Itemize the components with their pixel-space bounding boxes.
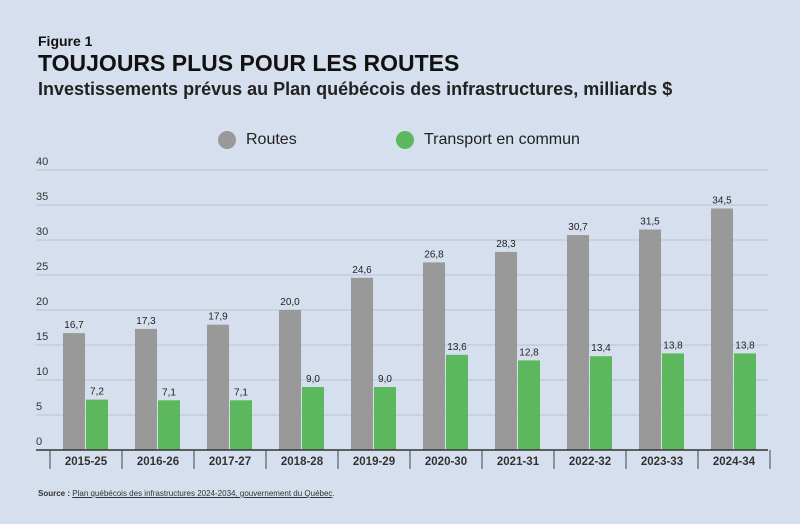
x-tick-label: 2016-26 (137, 456, 179, 468)
legend-swatch-routes (218, 131, 236, 149)
x-tick-label: 2019-29 (353, 456, 395, 468)
data-label: 7,1 (234, 387, 248, 398)
x-tick-label: 2022-32 (569, 456, 611, 468)
legend-label-transport: Transport en commun (424, 131, 580, 148)
data-label: 12,8 (519, 347, 539, 358)
bar-routes (711, 208, 733, 450)
y-tick-label: 20 (36, 296, 48, 308)
bar-routes (495, 251, 517, 450)
legend-swatch-transport (396, 131, 414, 149)
x-tick-label: 2021-31 (497, 456, 540, 468)
data-label: 9,0 (306, 374, 320, 385)
figure-label: Figure 1 (38, 33, 93, 49)
bar-transport (230, 400, 252, 450)
y-tick-label: 0 (36, 436, 42, 448)
bar-routes (135, 328, 157, 450)
bar-transport (86, 399, 108, 450)
y-tick-label: 35 (36, 191, 48, 203)
data-label: 31,5 (640, 217, 660, 228)
data-label: 7,2 (90, 387, 104, 398)
y-tick-label: 5 (36, 401, 42, 413)
legend-transport: Transport en commun (396, 131, 580, 149)
legend-routes: Routes (218, 131, 297, 149)
y-tick-label: 10 (36, 366, 48, 378)
data-label: 26,8 (424, 249, 444, 260)
x-tick-label: 2023-33 (641, 456, 683, 468)
bar-transport (662, 353, 684, 450)
x-tick-label: 2024-34 (713, 456, 756, 468)
data-label: 30,7 (568, 222, 588, 233)
data-label: 13,6 (447, 342, 467, 353)
data-label: 20,0 (280, 297, 300, 308)
legend-label-routes: Routes (246, 131, 297, 148)
bar-transport (374, 387, 396, 450)
data-label: 34,5 (712, 196, 732, 207)
bar-routes (351, 277, 373, 450)
chart-title: TOUJOURS PLUS POUR LES ROUTES (38, 50, 460, 76)
data-label: 28,3 (496, 239, 516, 250)
data-label: 13,4 (591, 343, 611, 354)
data-label: 9,0 (378, 374, 392, 385)
x-tick-label: 2020-30 (425, 456, 467, 468)
bar-routes (639, 229, 661, 450)
bar-transport (734, 353, 756, 450)
x-tick-label: 2015-25 (65, 456, 108, 468)
data-label: 13,8 (663, 340, 683, 351)
y-tick-label: 40 (36, 156, 48, 168)
y-tick-label: 25 (36, 261, 48, 273)
y-tick-label: 15 (36, 331, 48, 343)
data-label: 13,8 (735, 340, 755, 351)
x-tick-label: 2018-28 (281, 456, 324, 468)
bar-transport (302, 387, 324, 450)
source-note: Source : Plan québécois des infrastructu… (38, 489, 335, 498)
x-tick-label: 2017-27 (209, 456, 251, 468)
data-label: 16,7 (64, 320, 84, 331)
data-label: 17,9 (208, 312, 228, 323)
source-label: Source : (38, 489, 71, 498)
bar-routes (63, 333, 85, 450)
bar-routes (207, 324, 229, 450)
bar-transport (518, 360, 540, 450)
data-label: 7,1 (162, 387, 176, 398)
bar-routes (423, 262, 445, 450)
bar-routes (567, 235, 589, 450)
source-link[interactable]: Plan québécois des infrastructures 2024-… (72, 489, 333, 498)
data-label: 17,3 (136, 316, 156, 327)
bar-transport (590, 356, 612, 450)
y-tick-label: 30 (36, 226, 48, 238)
data-label: 24,6 (352, 265, 372, 276)
bar-transport (446, 354, 468, 450)
chart-subtitle: Investissements prévus au Plan québécois… (38, 79, 673, 99)
bar-transport (158, 400, 180, 450)
bar-routes (279, 310, 301, 450)
